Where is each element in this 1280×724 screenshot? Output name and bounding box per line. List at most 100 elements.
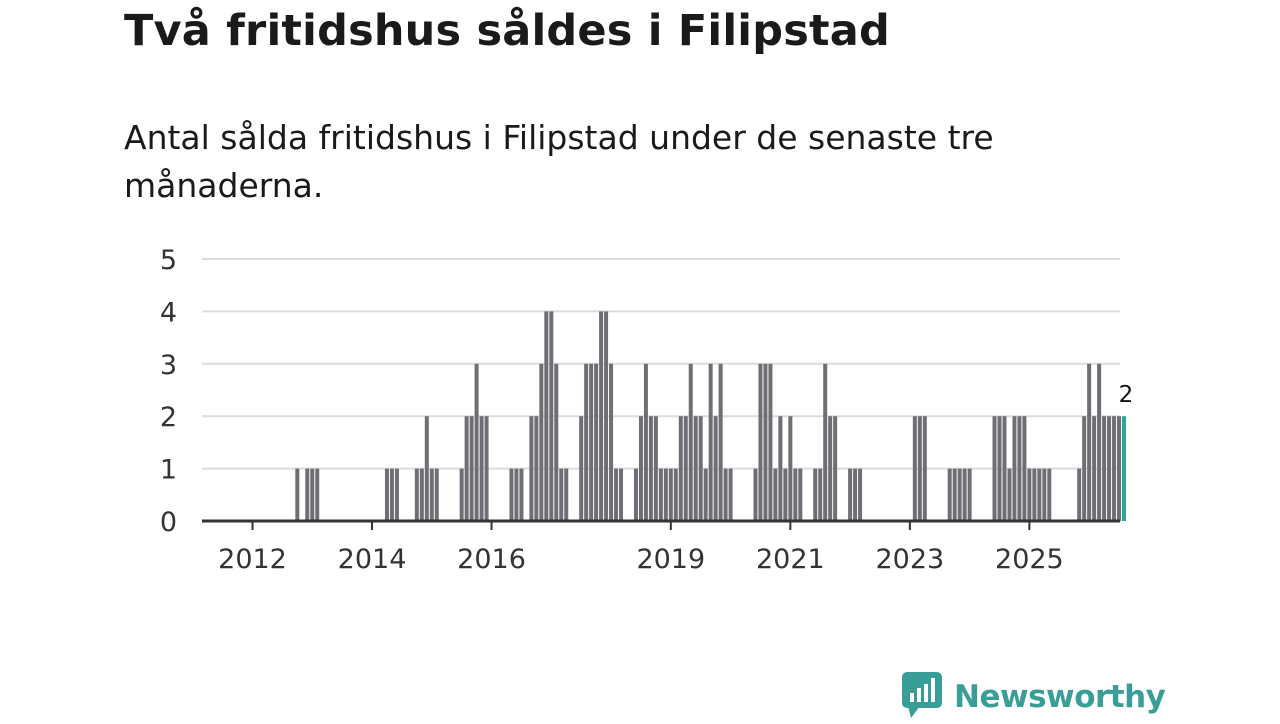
bar bbox=[424, 416, 429, 521]
bar bbox=[1032, 468, 1037, 521]
bar bbox=[723, 468, 728, 521]
bar bbox=[384, 468, 389, 521]
bar bbox=[509, 468, 514, 521]
bar bbox=[394, 468, 399, 521]
x-tick-label: 2016 bbox=[457, 544, 526, 575]
bar bbox=[912, 416, 917, 521]
y-tick-label: 5 bbox=[160, 245, 177, 276]
bar bbox=[1102, 416, 1107, 521]
bar bbox=[1112, 416, 1117, 521]
x-tick-label: 2023 bbox=[876, 544, 945, 575]
bar bbox=[793, 468, 798, 521]
bar bbox=[474, 363, 479, 521]
y-tick-label: 4 bbox=[160, 297, 177, 328]
bar bbox=[389, 468, 394, 521]
bar bbox=[479, 416, 484, 521]
bar bbox=[917, 416, 922, 521]
bar bbox=[858, 468, 863, 521]
y-tick-label: 1 bbox=[160, 455, 177, 486]
bar bbox=[658, 468, 663, 521]
bar bbox=[464, 416, 469, 521]
bar bbox=[773, 468, 778, 521]
last-value-label: 2 bbox=[1119, 382, 1134, 408]
bar bbox=[713, 416, 718, 521]
bar bbox=[434, 468, 439, 521]
bar bbox=[663, 468, 668, 521]
bar bbox=[788, 416, 793, 521]
bar bbox=[1047, 468, 1052, 521]
bar bbox=[1042, 468, 1047, 521]
bar bbox=[315, 468, 320, 521]
bar bbox=[643, 363, 648, 521]
bar bbox=[638, 416, 643, 521]
bar bbox=[813, 468, 818, 521]
bar bbox=[484, 416, 489, 521]
bar bbox=[678, 416, 683, 521]
bar bbox=[549, 311, 554, 521]
x-tick-label: 2012 bbox=[218, 544, 287, 575]
bar bbox=[469, 416, 474, 521]
bar bbox=[753, 468, 758, 521]
bar bbox=[419, 468, 424, 521]
chart-subtitle: Antal sålda fritidshus i Filipstad under… bbox=[124, 118, 994, 205]
bar bbox=[619, 468, 624, 521]
bar bbox=[997, 416, 1002, 521]
bar bbox=[1097, 363, 1102, 521]
x-tick-label: 2025 bbox=[995, 544, 1064, 575]
bar bbox=[579, 416, 584, 521]
bar bbox=[599, 311, 604, 521]
bar bbox=[1107, 416, 1112, 521]
bar bbox=[1012, 416, 1017, 521]
bar bbox=[1027, 468, 1032, 521]
bar bbox=[798, 468, 803, 521]
x-tick-label: 2014 bbox=[338, 544, 407, 575]
bar bbox=[1087, 363, 1092, 521]
bar bbox=[763, 363, 768, 521]
bar bbox=[673, 468, 678, 521]
bar bbox=[957, 468, 962, 521]
bar bbox=[828, 416, 833, 521]
bar bbox=[1117, 416, 1122, 521]
bar bbox=[539, 363, 544, 521]
bar-chart-speech-bubble-icon bbox=[902, 670, 944, 724]
bar bbox=[1092, 416, 1097, 521]
bar bbox=[604, 311, 609, 521]
bars bbox=[295, 311, 1126, 521]
bar bbox=[1002, 416, 1007, 521]
x-tick-label: 2021 bbox=[756, 544, 825, 575]
bar bbox=[594, 363, 599, 521]
brand-name: Newsworthy bbox=[954, 679, 1166, 715]
bar bbox=[688, 363, 693, 521]
bar bbox=[698, 416, 703, 521]
bar bbox=[833, 416, 838, 521]
newsworthy-logo: Newsworthy bbox=[902, 670, 1166, 724]
grid-lines bbox=[202, 258, 1120, 470]
bar bbox=[414, 468, 419, 521]
bar bbox=[648, 416, 653, 521]
bar bbox=[544, 311, 549, 521]
bar bbox=[703, 468, 708, 521]
bar bbox=[653, 416, 658, 521]
y-tick-label: 0 bbox=[160, 507, 177, 538]
bar bbox=[693, 416, 698, 521]
bar bbox=[967, 468, 972, 521]
bar bbox=[310, 468, 315, 521]
bar bbox=[962, 468, 967, 521]
bar bbox=[589, 363, 594, 521]
bar bbox=[554, 363, 559, 521]
bar bbox=[559, 468, 564, 521]
bar bbox=[1017, 416, 1022, 521]
bar bbox=[823, 363, 828, 521]
chart-title: Två fritidshus såldes i Filipstad bbox=[124, 6, 890, 56]
y-tick-label: 2 bbox=[160, 402, 177, 433]
bar bbox=[768, 363, 773, 521]
bar bbox=[783, 468, 788, 521]
x-tick-label: 2019 bbox=[636, 544, 705, 575]
bar bbox=[534, 416, 539, 521]
bar bbox=[922, 416, 927, 521]
bar bbox=[718, 363, 723, 521]
bar bbox=[758, 363, 763, 521]
bar bbox=[728, 468, 733, 521]
bar bbox=[305, 468, 310, 521]
